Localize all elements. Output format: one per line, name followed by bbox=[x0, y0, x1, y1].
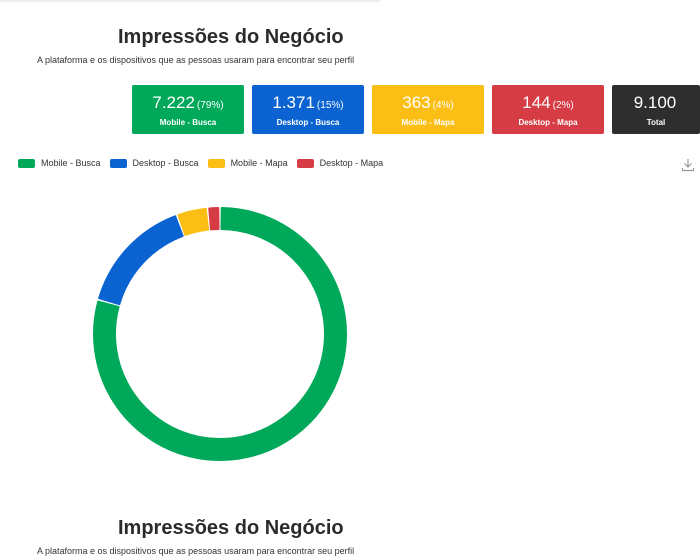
legend-item-mobile-busca[interactable]: Mobile - Busca bbox=[18, 158, 101, 168]
card-total: 9.100 Total bbox=[612, 85, 700, 134]
card-value: 363 bbox=[402, 93, 431, 112]
card-value: 144 bbox=[522, 93, 551, 112]
legend-item-mobile-mapa[interactable]: Mobile - Mapa bbox=[207, 158, 288, 168]
legend-swatch bbox=[109, 158, 127, 168]
legend-label: Mobile - Busca bbox=[41, 158, 101, 168]
donut-chart bbox=[93, 207, 347, 461]
slice-mobile-busca[interactable] bbox=[93, 207, 347, 461]
legend-label: Mobile - Mapa bbox=[230, 158, 288, 168]
download-icon bbox=[681, 159, 695, 172]
legend-item-desktop-mapa[interactable]: Desktop - Mapa bbox=[296, 158, 384, 168]
top-divider bbox=[0, 0, 380, 3]
legend-swatch bbox=[296, 158, 314, 168]
page-subtitle: A plataforma e os dispositivos que as pe… bbox=[37, 55, 355, 65]
section-title-repeat: Impressões do Negócio bbox=[118, 517, 344, 539]
slice-desktop-busca[interactable] bbox=[98, 215, 184, 306]
card-desktop-mapa: 144 (2%) Desktop - Mapa bbox=[492, 85, 604, 134]
card-percent: (4%) bbox=[432, 100, 454, 111]
slice-desktop-mapa[interactable] bbox=[208, 207, 220, 231]
chart-legend: Mobile - Busca Desktop - Busca Mobile - … bbox=[18, 156, 392, 170]
card-percent: (2%) bbox=[552, 100, 574, 111]
card-label: Desktop - Mapa bbox=[518, 118, 578, 127]
download-button[interactable] bbox=[681, 158, 695, 172]
slice-mobile-mapa[interactable] bbox=[177, 207, 210, 236]
legend-swatch bbox=[18, 158, 35, 168]
card-value: 7.222 bbox=[152, 93, 195, 112]
card-percent: (15%) bbox=[316, 100, 344, 111]
card-value: 9.100 bbox=[633, 93, 677, 112]
card-mobile-mapa: 363 (4%) Mobile - Mapa bbox=[372, 85, 484, 134]
section-subtitle-repeat: A plataforma e os dispositivos que as pe… bbox=[37, 546, 355, 556]
card-label: Mobile - Busca bbox=[159, 118, 217, 127]
card-label: Total bbox=[646, 118, 666, 127]
card-label: Mobile - Mapa bbox=[401, 118, 455, 127]
legend-label: Desktop - Mapa bbox=[319, 158, 384, 168]
legend-swatch bbox=[207, 158, 225, 168]
page-title: Impressões do Negócio bbox=[118, 26, 344, 48]
card-label: Desktop - Busca bbox=[276, 118, 340, 127]
card-percent: (79%) bbox=[196, 100, 224, 111]
card-desktop-busca: 1.371 (15%) Desktop - Busca bbox=[252, 85, 364, 134]
legend-label: Desktop - Busca bbox=[132, 158, 199, 168]
legend-item-desktop-busca[interactable]: Desktop - Busca bbox=[109, 158, 199, 168]
card-mobile-busca: 7.222 (79%) Mobile - Busca bbox=[132, 85, 244, 134]
card-value: 1.371 bbox=[272, 93, 315, 112]
